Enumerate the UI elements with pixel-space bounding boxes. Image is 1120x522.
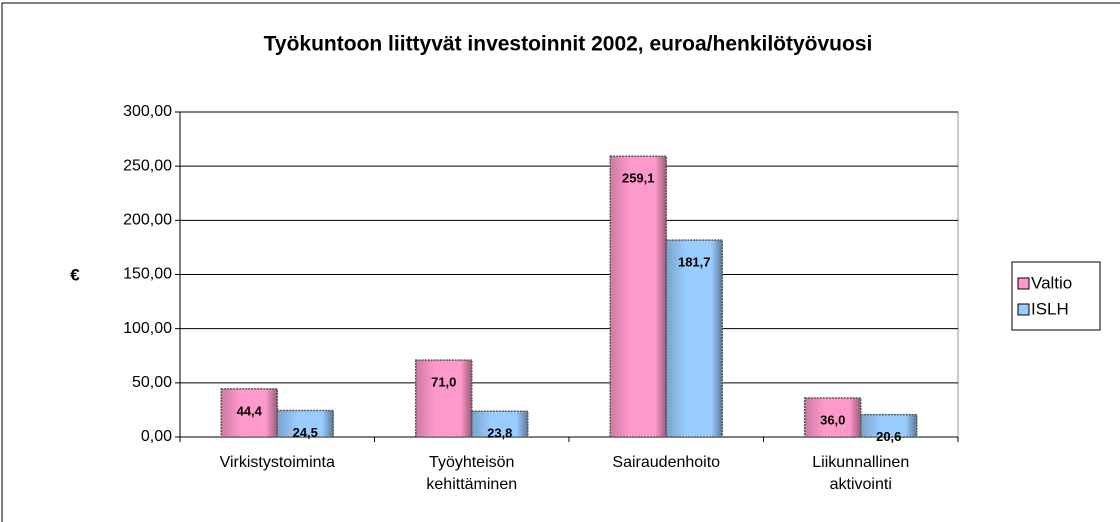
bar <box>276 409 334 438</box>
legend-label: Valtio <box>1031 273 1072 292</box>
data-label: 44,4 <box>237 403 263 418</box>
data-label: 20,6 <box>876 429 901 444</box>
data-label: 24,5 <box>293 425 318 440</box>
y-tick-label: 300,00 <box>123 103 172 120</box>
data-label: 23,8 <box>487 426 512 441</box>
legend-box <box>1011 261 1101 331</box>
x-tick-label: Sairaudenhoito <box>612 454 721 471</box>
y-tick-label: 0,00 <box>141 428 172 445</box>
y-tick-label: 50,00 <box>132 374 172 391</box>
bar <box>471 410 529 438</box>
x-tick-label: Virkistystoiminta <box>219 454 335 471</box>
bar <box>665 239 723 438</box>
data-label: 71,0 <box>431 375 456 390</box>
data-label: 181,7 <box>678 255 711 270</box>
y-tick-label: 100,00 <box>123 320 172 337</box>
legend-label: ISLH <box>1031 299 1069 318</box>
bar <box>609 155 667 438</box>
bar <box>860 413 918 438</box>
data-label: 36,0 <box>820 412 845 427</box>
y-tick-label: 200,00 <box>123 212 172 229</box>
y-tick-label: 150,00 <box>123 266 172 283</box>
y-axis-label: € <box>70 265 80 284</box>
bar <box>415 359 473 438</box>
data-label: 259,1 <box>622 171 655 186</box>
legend-swatch <box>1017 277 1030 290</box>
y-tick-label: 250,00 <box>123 157 172 174</box>
bar <box>220 388 278 438</box>
x-tick-label: Liikunnallinen aktivointi <box>812 454 910 493</box>
legend-swatch <box>1017 303 1030 316</box>
chart-title: Työkuntoon liittyvät investoinnit 2002, … <box>264 33 873 56</box>
x-tick-label: Työyhteisön kehittäminen <box>426 454 518 493</box>
